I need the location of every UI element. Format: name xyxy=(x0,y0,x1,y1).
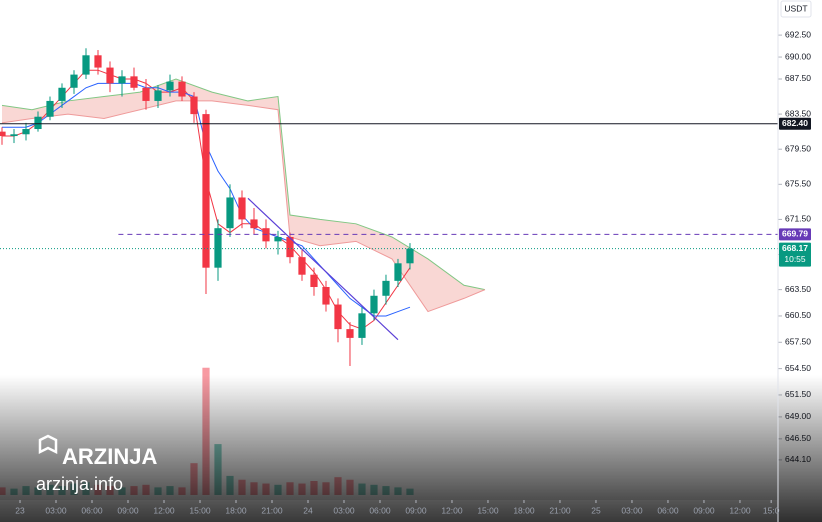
cloud-span-b xyxy=(1,100,486,313)
y-tick-label: 675.50 xyxy=(785,179,811,189)
watermark-brand: ARZINJA xyxy=(62,444,157,469)
candle-body xyxy=(226,197,234,229)
x-tick-label: 24 xyxy=(303,505,313,515)
currency-label: USDT xyxy=(784,3,807,13)
price-label: 669.79 xyxy=(782,229,808,239)
candle-body xyxy=(70,74,78,88)
candle-body xyxy=(298,257,306,275)
x-tick-label: 09:00 xyxy=(693,505,715,515)
candle-body xyxy=(394,263,402,281)
x-tick-label: 06:00 xyxy=(657,505,679,515)
currency-box xyxy=(780,0,812,18)
candle-body xyxy=(178,81,186,97)
watermark-logo: ARZINJA arzinja.info xyxy=(36,434,157,494)
price-label: 668.17 xyxy=(782,243,808,253)
candle-body xyxy=(82,55,90,75)
price-label-box xyxy=(779,228,811,241)
trendline xyxy=(247,197,399,341)
x-tick-label: 06:00 xyxy=(369,505,391,515)
candle-body xyxy=(154,90,162,101)
x-tick-label: 12:00 xyxy=(153,505,175,515)
x-tick-label: 18:00 xyxy=(225,505,247,515)
x-tick-label: 25 xyxy=(591,505,601,515)
y-tick-label: 692.50 xyxy=(785,29,811,39)
y-tick-label: 654.50 xyxy=(785,363,811,373)
y-tick-label: 671.50 xyxy=(785,214,811,224)
y-tick-label: 663.50 xyxy=(785,284,811,294)
x-tick-label: 03:00 xyxy=(621,505,643,515)
candle-body xyxy=(382,280,390,296)
price-label: 682.40 xyxy=(782,118,808,128)
y-tick-label: 683.50 xyxy=(785,108,811,118)
x-tick-label: 03:00 xyxy=(333,505,355,515)
x-axis-band xyxy=(0,500,778,522)
watermark-shade xyxy=(0,375,822,522)
x-tick-label: 03:00 xyxy=(45,505,67,515)
cloud-fill xyxy=(2,78,485,312)
x-tick-label: 09:00 xyxy=(405,505,427,515)
candle-body xyxy=(334,304,342,330)
candle-body xyxy=(58,87,66,101)
candle-body xyxy=(142,87,150,101)
candle-body xyxy=(406,248,414,264)
y-tick-label: 690.00 xyxy=(785,51,811,61)
candle-body xyxy=(130,76,138,88)
x-tick-label: 15:00 xyxy=(189,505,211,515)
candle-body xyxy=(106,67,114,84)
candle-body xyxy=(286,236,294,258)
x-tick-label: 12:00 xyxy=(441,505,463,515)
y-tick-label: 687.50 xyxy=(785,73,811,83)
x-tick-label: 09:00 xyxy=(117,505,139,515)
candle-body xyxy=(118,76,126,84)
candle-body xyxy=(310,274,318,287)
x-tick-label: 06:00 xyxy=(81,505,103,515)
watermark-site: arzinja.info xyxy=(36,474,123,494)
candle-body xyxy=(238,197,246,220)
x-tick-label: 21:00 xyxy=(549,505,571,515)
countdown-label: 10:55 xyxy=(784,254,806,264)
candle-body xyxy=(22,129,30,135)
x-tick-label: 12:00 xyxy=(729,505,751,515)
candle-body xyxy=(346,329,354,338)
x-tick-label: 18:00 xyxy=(513,505,535,515)
candle-body xyxy=(322,286,330,305)
candle-body xyxy=(202,114,210,268)
candle-body xyxy=(46,100,54,117)
x-tick-label: 21:00 xyxy=(261,505,283,515)
candle-body xyxy=(0,131,6,137)
y-tick-label: 679.50 xyxy=(785,143,811,153)
candle-body xyxy=(214,228,222,268)
candle-body xyxy=(370,295,378,314)
candle-body xyxy=(190,96,198,115)
y-tick-label: 657.50 xyxy=(785,337,811,347)
x-tick-label: 15:0 xyxy=(763,505,780,515)
x-tick-label: 23 xyxy=(15,505,25,515)
candle-body xyxy=(10,134,18,137)
price-label-box xyxy=(779,117,811,130)
x-tick-label: 15:00 xyxy=(477,505,499,515)
y-tick-label: 660.50 xyxy=(785,310,811,320)
price-label-box xyxy=(779,242,811,267)
candle-body xyxy=(34,116,42,130)
candle-body xyxy=(358,313,366,338)
candle-body xyxy=(250,219,258,229)
candle-body xyxy=(274,236,282,242)
candle-body xyxy=(166,81,174,91)
candle-body xyxy=(94,55,102,68)
